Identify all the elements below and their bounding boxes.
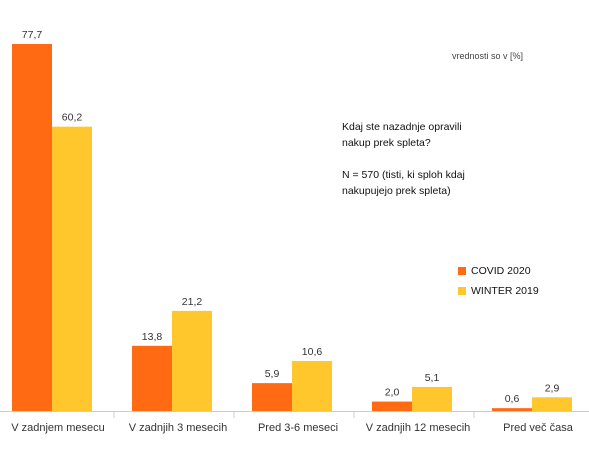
category-label-2: Pred 3-6 meseci [258, 422, 338, 434]
bar-winter-0 [52, 126, 92, 411]
bar-covid-2 [252, 383, 292, 411]
bars-group: 77,7 60,2 13,8 21,2 5,9 10,6 2,0 5,1 0,6 2,9 [12, 29, 572, 411]
data-label-winter-3: 5,1 [425, 372, 440, 384]
category-label-3: V zadnjih 12 mesecih [366, 422, 471, 434]
legend: COVID 2020 WINTER 2019 [458, 261, 539, 301]
data-label-winter-1: 21,2 [182, 296, 203, 308]
bar-covid-0 [12, 44, 52, 411]
data-label-covid-1: 13,8 [142, 331, 163, 343]
data-label-covid-3: 2,0 [385, 387, 400, 399]
bar-covid-4 [492, 408, 532, 411]
category-label-4: Pred več časa [503, 422, 574, 434]
bar-winter-1 [172, 310, 212, 411]
bar-winter-2 [292, 360, 332, 411]
data-label-covid-0: 77,7 [22, 29, 43, 41]
legend-item-covid: COVID 2020 [458, 261, 539, 281]
category-label-1: V zadnjih 3 mesecih [129, 422, 227, 434]
legend-item-winter: WINTER 2019 [458, 281, 539, 301]
bar-winter-4 [532, 397, 572, 411]
bar-covid-3 [372, 401, 412, 411]
legend-swatch-covid [458, 267, 466, 275]
question-line-2: nakup prek spleta? [342, 137, 431, 149]
bar-winter-3 [412, 386, 452, 411]
bar-covid-1 [132, 345, 172, 411]
question-line-1: Kdaj ste nazadnje opravili [342, 121, 462, 133]
legend-label-winter: WINTER 2019 [471, 285, 539, 297]
legend-swatch-winter [458, 287, 466, 295]
x-axis: V zadnjem mesecu V zadnjih 3 mesecih Pred … [0, 411, 589, 434]
sample-line-1: N = 570 (tisti, ki sploh kdaj [342, 169, 465, 181]
chart-question: Kdaj ste nazadnje opravili nakup prek sp… [342, 119, 582, 199]
category-label-0: V zadnjem mesecu [11, 422, 105, 434]
data-label-covid-2: 5,9 [265, 368, 280, 380]
data-label-winter-4: 2,9 [545, 382, 560, 394]
data-label-winter-0: 60,2 [62, 112, 83, 124]
data-label-covid-4: 0,6 [505, 393, 520, 405]
data-label-winter-2: 10,6 [302, 346, 323, 358]
legend-label-covid: COVID 2020 [471, 265, 531, 277]
units-note: vrednosti so v [%] [452, 51, 524, 61]
sample-line-2: nakupujejo prek spleta) [342, 185, 451, 197]
